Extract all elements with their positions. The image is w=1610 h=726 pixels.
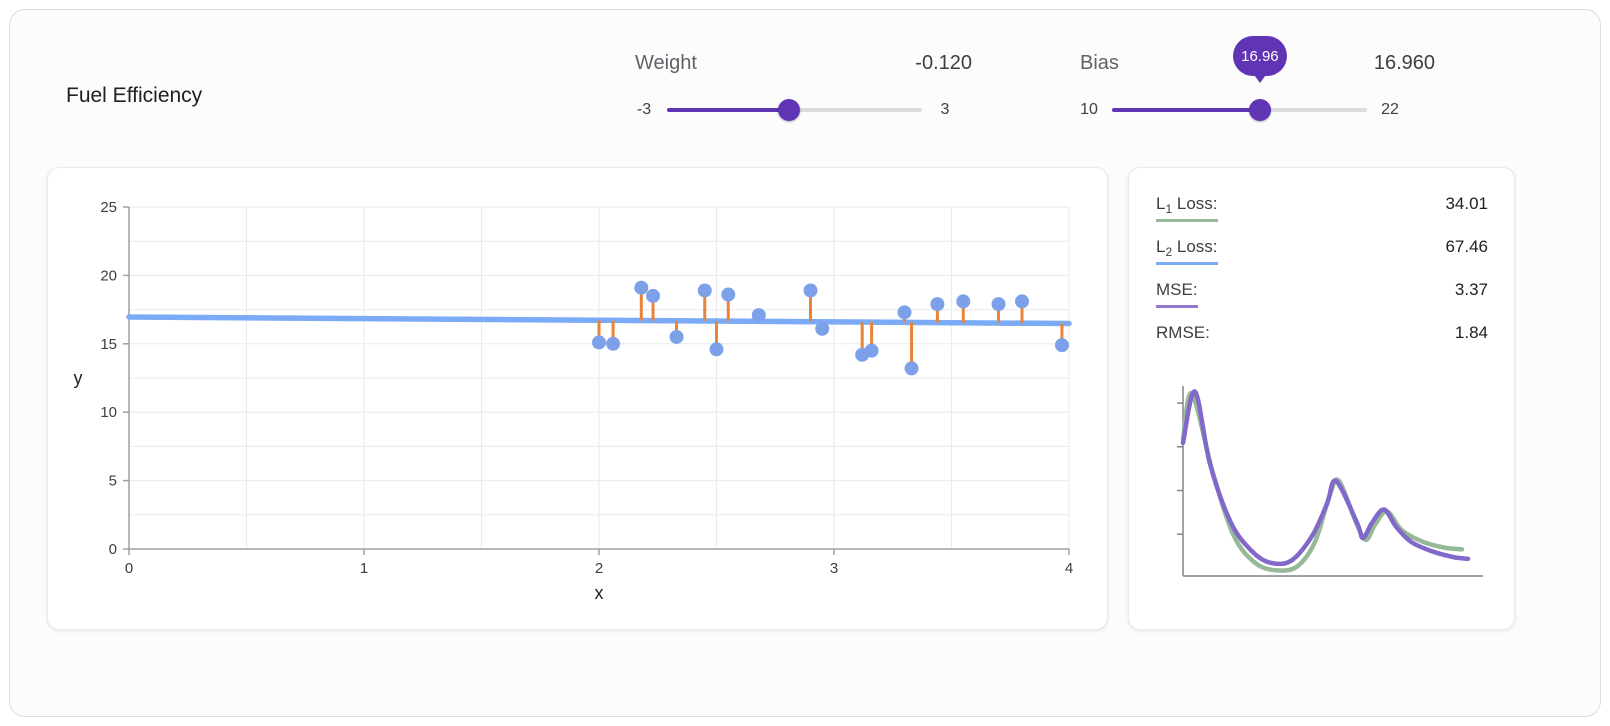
loss-row-l2: L2 Loss: 67.46 <box>1156 237 1488 265</box>
bias-control: Bias 16.960 10 16.96 22 <box>1080 36 1435 122</box>
svg-text:x: x <box>595 583 604 603</box>
loss-row-l1: L1 Loss: 34.01 <box>1156 194 1488 222</box>
scatter-chart-card: 0 5 10 15 20 25 0 1 2 3 4 x y <box>47 167 1108 630</box>
weight-min-label: -3 <box>636 101 652 118</box>
svg-text:0: 0 <box>125 560 133 577</box>
page-title: Fuel Efficiency <box>66 84 203 107</box>
bias-slider[interactable]: 16.96 <box>1112 36 1367 122</box>
mse-value: 3.37 <box>1454 280 1488 299</box>
svg-text:1: 1 <box>360 560 368 577</box>
loss-panel: L1 Loss: 34.01 L2 Loss: 67.46 MSE: 3.37 … <box>1128 167 1515 630</box>
svg-text:2: 2 <box>595 560 603 577</box>
loss-row-rmse: RMSE: 1.84 <box>1156 323 1488 351</box>
l1-loss-value: 34.01 <box>1445 194 1488 213</box>
weight-control: Weight -0.120 -3 3 <box>635 52 972 122</box>
bias-slider-thumb[interactable] <box>1248 99 1271 121</box>
svg-text:10: 10 <box>100 404 117 421</box>
weight-slider[interactable] <box>667 98 922 122</box>
weight-max-label: 3 <box>940 101 950 118</box>
weight-slider-row: -3 3 <box>635 98 972 122</box>
bias-max-label: 22 <box>1381 101 1399 118</box>
svg-text:0: 0 <box>109 541 117 558</box>
l2-loss-label: L2 Loss: <box>1156 237 1218 265</box>
weight-label: Weight <box>635 52 697 74</box>
bias-value-tooltip: 16.96 <box>1232 36 1287 83</box>
svg-text:3: 3 <box>830 560 838 577</box>
loss-curve-chart <box>1177 386 1483 577</box>
svg-text:25: 25 <box>100 199 117 216</box>
weight-slider-fill <box>667 108 790 112</box>
svg-text:15: 15 <box>100 336 117 353</box>
l2-loss-value: 67.46 <box>1445 237 1488 256</box>
weight-slider-thumb[interactable] <box>778 99 801 121</box>
mse-label: MSE: <box>1156 280 1198 308</box>
bias-label: Bias <box>1080 52 1119 74</box>
weight-value: -0.120 <box>915 52 972 74</box>
svg-text:20: 20 <box>100 267 117 284</box>
bias-value: 16.960 <box>1373 52 1435 74</box>
loss-row-mse: MSE: 3.37 <box>1156 280 1488 308</box>
bias-control-head: Bias 16.960 <box>1080 52 1435 78</box>
l1-loss-label: L1 Loss: <box>1156 194 1218 222</box>
svg-text:y: y <box>74 368 83 388</box>
weight-control-head: Weight -0.120 <box>635 52 972 78</box>
svg-text:4: 4 <box>1065 560 1073 577</box>
rmse-value: 1.84 <box>1454 323 1488 342</box>
svg-text:5: 5 <box>109 473 117 490</box>
scatter-plot: 0 5 10 15 20 25 0 1 2 3 4 x y <box>74 199 1074 603</box>
bias-slider-fill <box>1112 108 1260 112</box>
bias-min-label: 10 <box>1080 101 1098 118</box>
rmse-label: RMSE: <box>1156 323 1210 342</box>
bias-slider-row: 10 16.96 22 <box>1080 36 1435 122</box>
